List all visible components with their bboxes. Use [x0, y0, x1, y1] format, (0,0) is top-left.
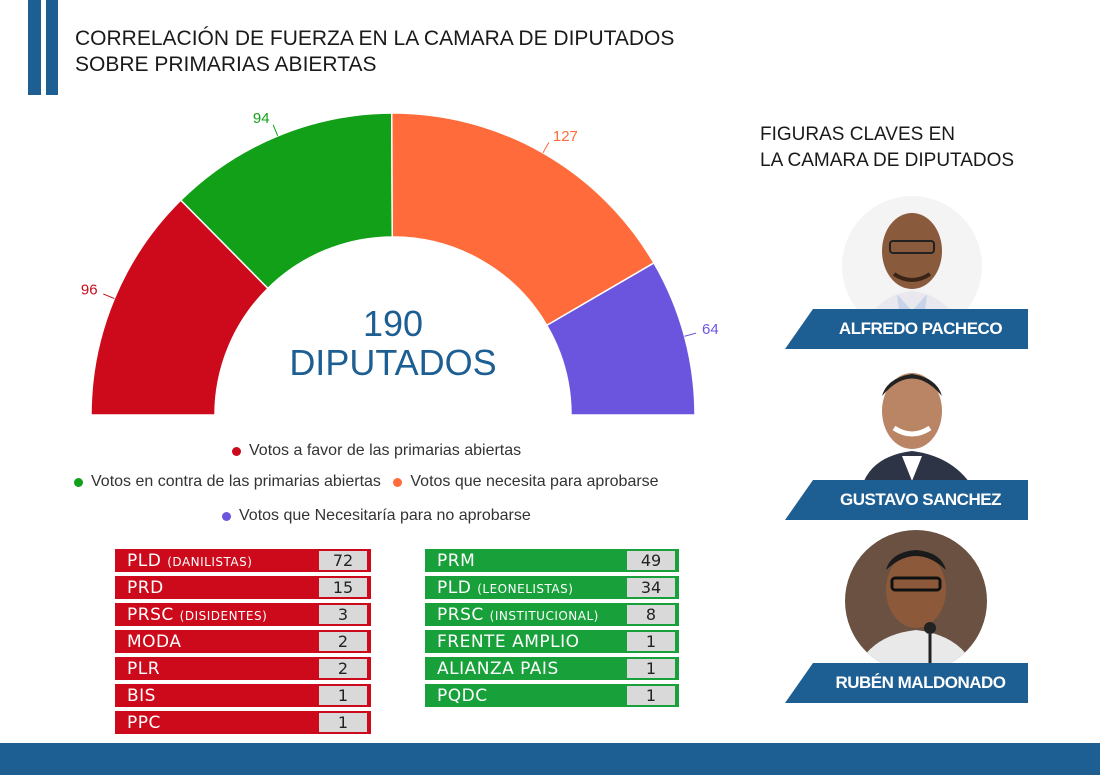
title-line-2: SOBRE PRIMARIAS ABIERTAS [75, 53, 377, 76]
data-label-leader [272, 124, 279, 137]
party-subtitle: (INSTITUCIONAL) [489, 608, 599, 623]
table-row: PLR 2 [115, 657, 371, 680]
party-seats: 8 [627, 605, 675, 624]
party-name: PPC [127, 712, 161, 733]
table-row: PQDC 1 [425, 684, 679, 707]
legend-label: Votos en contra de las primarias abierta… [91, 473, 381, 490]
party-name: PLR [127, 658, 161, 679]
legend-item: Votos en contra de las primarias abierta… [74, 473, 381, 491]
header-accent-bar [28, 0, 41, 95]
legend-item: Votos que Necesitaría para no aprobarse [222, 507, 531, 525]
table-row: MODA 2 [115, 630, 371, 653]
avatar-gustavo-sanchez [842, 356, 984, 486]
name-plate: RUBÉN MALDONADO [785, 663, 1028, 703]
party-name: PLD (DANILISTAS) [127, 550, 253, 571]
table-favor: PLD (DANILISTAS) 72 PRD 15 PRSC (DISIDENTES)… [115, 549, 371, 738]
legend-dot [393, 477, 403, 487]
chart-title: CORRELACIÓN DE FUERZA EN LA CAMARA DE DI… [75, 26, 674, 78]
legend-item: Votos a favor de las primarias abiertas [232, 442, 521, 460]
data-label-leader [684, 332, 697, 337]
party-seats: 1 [627, 686, 675, 705]
donut-slice [545, 261, 696, 416]
party-seats: 3 [319, 605, 367, 624]
footer-bar [0, 743, 1100, 775]
legend-row-3: Votos que Necesitaría para no aprobarse [222, 507, 539, 526]
legend-dot [222, 511, 231, 521]
legend-dot [232, 446, 241, 456]
data-label-leader [542, 142, 550, 154]
party-seats: 72 [319, 551, 367, 570]
party-subtitle: (DISIDENTES) [179, 608, 268, 623]
party-name: FRENTE AMPLIO [437, 631, 580, 652]
party-subtitle: (DANILISTAS) [167, 554, 253, 569]
data-label: 94 [253, 110, 270, 127]
side-title-line-2: LA CAMARA DE DIPUTADOS [760, 150, 1015, 171]
legend-item: Votos que necesita para aprobarse [393, 473, 659, 491]
table-row: PRSC (INSTITUCIONAL) 8 [425, 603, 679, 626]
center-unit: DIPUTADOS [289, 342, 496, 383]
party-seats: 49 [627, 551, 675, 570]
party-seats: 1 [627, 632, 675, 651]
legend-label: Votos que necesita para aprobarse [410, 473, 659, 490]
party-name: PRSC (INSTITUCIONAL) [437, 604, 599, 625]
data-label-leader [103, 293, 115, 300]
center-number: 190 [363, 303, 423, 344]
party-name: PRM [437, 550, 476, 571]
name-plate-label: ALFREDO PACHECO [838, 319, 1003, 338]
name-plate: ALFREDO PACHECO [785, 309, 1028, 349]
data-label: 96 [81, 281, 98, 298]
table-row: FRENTE AMPLIO 1 [425, 630, 679, 653]
table-row: PRM 49 [425, 549, 679, 572]
party-seats: 1 [319, 713, 367, 732]
name-plate-label: RUBÉN MALDONADO [835, 673, 1006, 692]
avatar-ruben-maldonado [845, 530, 987, 672]
name-plate-label: GUSTAVO SANCHEZ [840, 490, 1001, 509]
party-seats: 34 [627, 578, 675, 597]
side-title: FIGURAS CLAVES EN LA CAMARA DE DIPUTADOS [760, 122, 1014, 174]
party-seats: 2 [319, 632, 367, 651]
table-row: PLD (DANILISTAS) 72 [115, 549, 371, 572]
party-seats: 1 [319, 686, 367, 705]
legend-row-1: Votos a favor de las primarias abiertas [232, 442, 529, 461]
semicircle-donut-chart: 96 94 127 64 190 DIPUTADOS [81, 110, 719, 416]
portrait-image [855, 550, 977, 672]
portrait-image [862, 373, 972, 486]
legend-row-2: Votos en contra de las primarias abierta… [74, 473, 667, 492]
table-contra: PRM 49 PLD (LEONELISTAS) 34 PRSC (INSTITUCIO… [425, 549, 679, 711]
header-accent-bar [46, 0, 58, 95]
party-seats: 1 [627, 659, 675, 678]
legend-label: Votos a favor de las primarias abiertas [249, 442, 522, 459]
table-row: ALIANZA PAIS 1 [425, 657, 679, 680]
name-plate: GUSTAVO SANCHEZ [785, 480, 1028, 520]
party-name: BIS [127, 685, 156, 706]
party-subtitle: (LEONELISTAS) [477, 581, 574, 596]
table-row: PRD 15 [115, 576, 371, 599]
table-row: PRSC (DISIDENTES) 3 [115, 603, 371, 626]
legend-dot [74, 477, 83, 487]
party-name: ALIANZA PAIS [437, 658, 559, 679]
data-label: 127 [553, 128, 578, 145]
table-row: BIS 1 [115, 684, 371, 707]
party-seats: 15 [319, 578, 367, 597]
legend-label: Votos que Necesitaría para no aprobarse [239, 507, 531, 524]
title-line-1: CORRELACIÓN DE FUERZA EN LA CAMARA DE DI… [75, 27, 675, 50]
data-label: 64 [702, 321, 719, 338]
side-title-line-1: FIGURAS CLAVES EN [760, 124, 955, 145]
party-name: MODA [127, 631, 182, 652]
party-seats: 2 [319, 659, 367, 678]
party-name: PRSC (DISIDENTES) [127, 604, 268, 625]
donut-slice [391, 112, 655, 327]
party-name: PLD (LEONELISTAS) [437, 577, 574, 598]
table-row: PLD (LEONELISTAS) 34 [425, 576, 679, 599]
party-name: PQDC [437, 685, 488, 706]
party-name: PRD [127, 577, 164, 598]
table-row: PPC 1 [115, 711, 371, 734]
